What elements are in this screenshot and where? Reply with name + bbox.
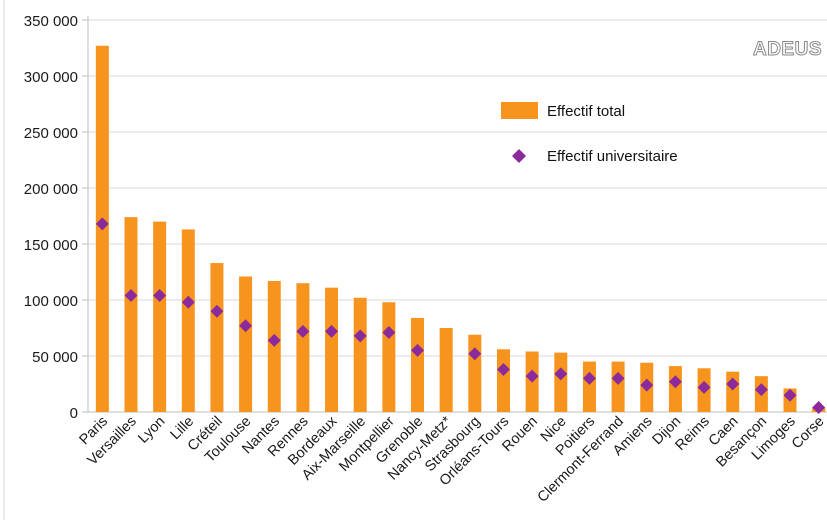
marker-effectif-universitaire [582, 371, 596, 385]
marker-effectif-universitaire [325, 324, 339, 338]
y-tick-label: 0 [70, 405, 78, 422]
marker-effectif-universitaire [181, 295, 195, 309]
markers-effectif-universitaire [95, 217, 826, 415]
bar-effectif-total [353, 297, 367, 412]
marker-effectif-universitaire [554, 367, 568, 381]
bar-effectif-total [554, 352, 568, 412]
marker-effectif-universitaire [812, 401, 826, 415]
bar-effectif-total [210, 263, 224, 412]
marker-effectif-universitaire [496, 362, 510, 376]
marker-effectif-universitaire [754, 383, 768, 397]
bars-effectif-total [95, 45, 826, 412]
y-tick-label: 150 000 [24, 237, 78, 254]
marker-effectif-universitaire [124, 289, 138, 303]
legend-label-universitaire: Effectif universitaire [547, 148, 678, 165]
bar-effectif-total [439, 328, 453, 412]
marker-effectif-universitaire [640, 378, 654, 392]
bar-effectif-total [325, 287, 339, 412]
marker-effectif-universitaire [668, 375, 682, 389]
bar-effectif-total [582, 361, 596, 412]
marker-effectif-universitaire [382, 325, 396, 339]
marker-effectif-universitaire [153, 289, 167, 303]
y-tick-label: 100 000 [24, 293, 78, 310]
marker-effectif-universitaire [611, 371, 625, 385]
marker-effectif-universitaire [411, 343, 425, 357]
bar-effectif-total [153, 221, 167, 412]
bar-effectif-total [181, 229, 195, 412]
marker-effectif-universitaire [726, 377, 740, 391]
y-tick-label: 200 000 [24, 181, 78, 198]
y-tick-label: 300 000 [24, 69, 78, 86]
marker-effectif-universitaire [95, 217, 109, 231]
legend-label-total: Effectif total [547, 103, 625, 120]
marker-effectif-universitaire [468, 347, 482, 361]
bar-effectif-total [411, 317, 425, 412]
marker-effectif-universitaire [239, 319, 253, 333]
bar-effectif-total [239, 276, 253, 412]
bar-effectif-total [382, 302, 396, 412]
marker-effectif-universitaire [353, 329, 367, 343]
legend: Effectif total Effectif universitaire [501, 102, 678, 165]
marker-effectif-universitaire [296, 324, 310, 338]
brand-logo: ADEUS [753, 39, 822, 60]
marker-effectif-universitaire [525, 369, 539, 383]
y-axis-tick-labels: 0 50 000 100 000 150 000 200 000 250 000 300 0… [24, 13, 78, 422]
bar-effectif-total [611, 361, 625, 412]
y-tick-label: 250 000 [24, 125, 78, 142]
bar-effectif-total [496, 349, 510, 412]
marker-effectif-universitaire [697, 380, 711, 394]
bar-effectif-total [668, 366, 682, 412]
x-category-label: Lyon [135, 414, 168, 447]
bar-effectif-total [296, 283, 310, 412]
marker-effectif-universitaire [210, 304, 224, 318]
bar-effectif-total [124, 217, 138, 412]
bar-effectif-total [468, 334, 482, 412]
y-tick-label: 50 000 [32, 349, 78, 366]
grid-lines [88, 19, 827, 357]
marker-effectif-universitaire [783, 388, 797, 402]
legend-swatch-total [501, 102, 538, 119]
y-tick-label: 350 000 [24, 13, 78, 30]
legend-marker-universitaire [512, 149, 526, 163]
x-category-label: Corse [789, 414, 827, 453]
marker-effectif-universitaire [267, 333, 281, 347]
